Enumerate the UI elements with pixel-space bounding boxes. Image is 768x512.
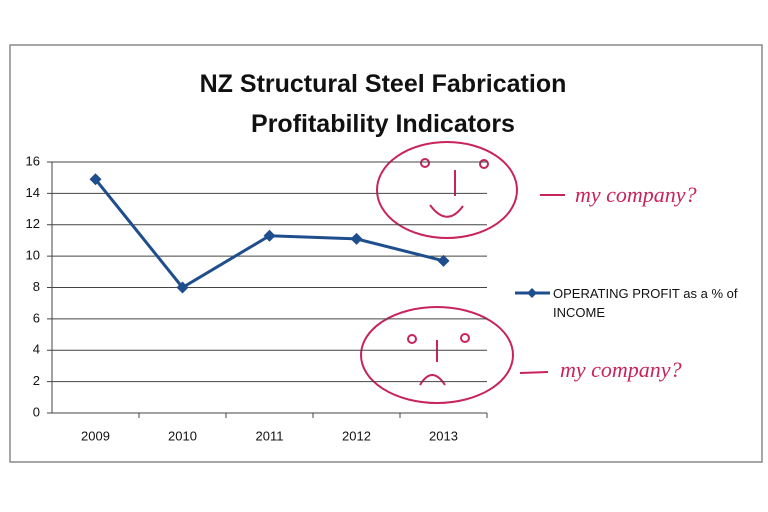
x-tick-label: 2009	[81, 428, 110, 443]
y-tick-label: 10	[26, 248, 40, 263]
data-point	[176, 281, 189, 294]
y-tick-label: 8	[33, 279, 40, 294]
happy-face	[376, 141, 565, 239]
x-tick-label: 2011	[256, 428, 284, 443]
data-point	[350, 232, 363, 245]
legend-label: OPERATING PROFIT as a % of INCOME	[553, 286, 738, 320]
sad-face	[360, 306, 549, 404]
data-point	[89, 173, 102, 186]
y-tick-label: 6	[33, 310, 40, 325]
chart-border	[9, 44, 763, 463]
y-tick-label: 14	[26, 185, 40, 200]
y-tick-label: 0	[33, 404, 40, 419]
y-tick-label: 16	[26, 153, 40, 168]
chart-title: NZ Structural Steel Fabrication Profitab…	[199, 70, 567, 138]
y-tick-label: 4	[33, 342, 40, 357]
x-tick-label: 2010	[168, 428, 197, 443]
data-point	[263, 229, 276, 242]
y-tick-label: 12	[26, 216, 40, 231]
y-tick-label: 2	[33, 373, 40, 388]
x-tick-label: 2012	[342, 428, 371, 443]
legend-marker	[527, 288, 537, 298]
data-point	[437, 254, 450, 267]
annotation: my company?	[560, 357, 682, 382]
x-tick-label: 2013	[429, 428, 458, 443]
annotation: my company?	[575, 182, 697, 207]
